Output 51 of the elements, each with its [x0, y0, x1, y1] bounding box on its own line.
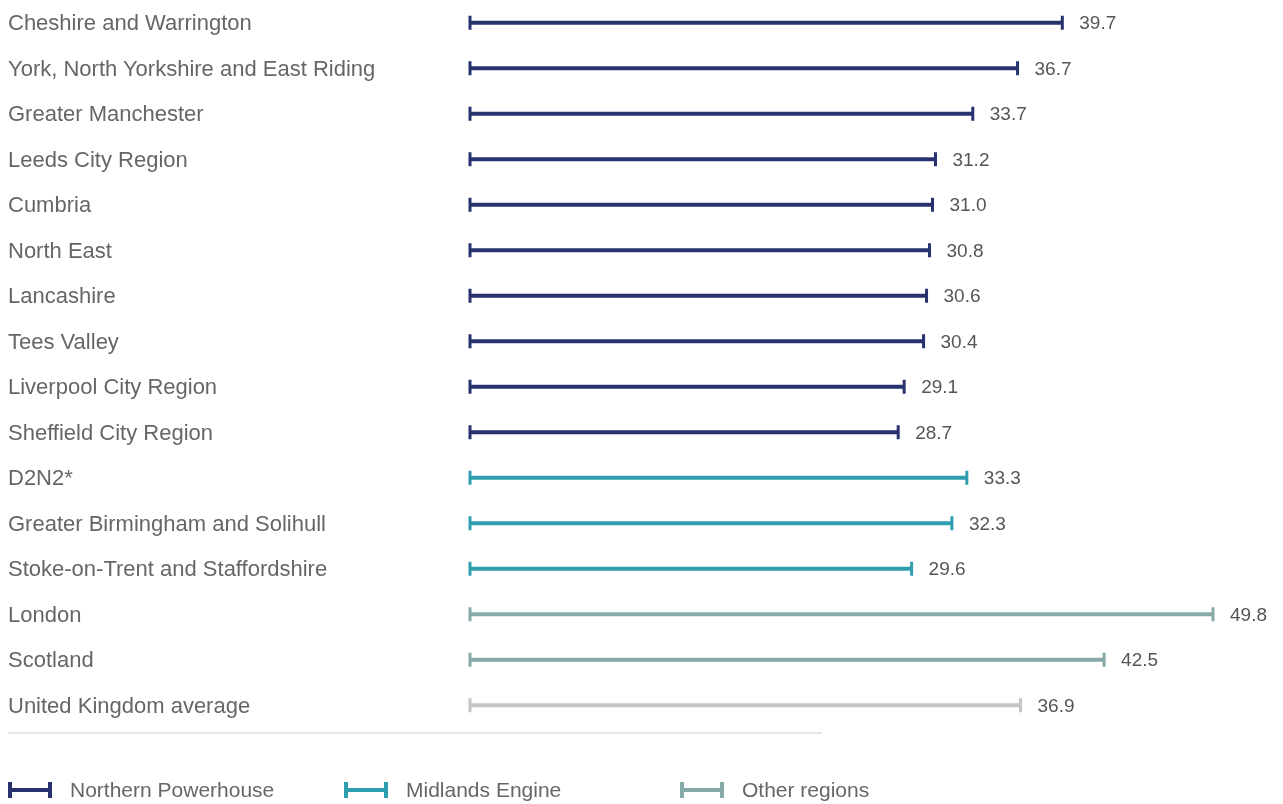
data-label: 28.7: [915, 421, 953, 443]
y-tick-label: York, North Yorkshire and East Riding: [8, 55, 376, 81]
y-tick-label: Stoke-on-Trent and Staffordshire: [8, 556, 328, 582]
y-tick-label: D2N2*: [8, 465, 74, 491]
bar: [470, 703, 1021, 708]
y-tick-label: London: [8, 601, 82, 627]
bar: [470, 521, 952, 526]
legend-label: Other regions: [742, 778, 870, 802]
data-label: 39.7: [1079, 12, 1117, 34]
bar: [470, 566, 912, 571]
y-tick-label: Leeds City Region: [8, 146, 188, 172]
y-tick-label: Cheshire and Warrington: [8, 10, 252, 36]
bar: [470, 248, 930, 253]
y-tick-label: Sheffield City Region: [8, 419, 214, 445]
data-label: 36.7: [1034, 57, 1072, 79]
y-tick-label: Lancashire: [8, 283, 116, 309]
data-label: 36.9: [1037, 694, 1075, 716]
data-label: 33.7: [989, 103, 1027, 125]
data-label: 29.1: [921, 376, 959, 398]
data-label: 42.5: [1121, 649, 1159, 671]
bar: [470, 384, 905, 389]
data-label: 31.0: [949, 194, 987, 216]
bar: [470, 475, 967, 480]
bar: [470, 20, 1063, 25]
data-label: 32.3: [968, 512, 1006, 534]
bar: [470, 157, 936, 162]
bar: [470, 339, 924, 344]
data-label: 31.2: [952, 148, 990, 170]
bar: [470, 612, 1213, 617]
y-tick-label: Greater Birmingham and Solihull: [8, 510, 326, 536]
y-tick-label: Liverpool City Region: [8, 374, 218, 400]
y-tick-label: Tees Valley: [8, 328, 119, 354]
data-label: 30.4: [940, 330, 978, 352]
data-label: 30.8: [946, 239, 984, 261]
data-label: 30.6: [943, 285, 981, 307]
data-label: 33.3: [983, 467, 1021, 489]
bar: [470, 111, 973, 116]
bar: [470, 202, 933, 207]
bar: [470, 66, 1018, 71]
data-label: 49.8: [1230, 603, 1267, 625]
bar: [470, 430, 899, 435]
bar: [470, 293, 927, 298]
y-tick-label: Scotland: [8, 647, 94, 673]
y-tick-label: North East: [8, 237, 112, 263]
y-tick-label: United Kingdom average: [8, 692, 251, 718]
y-tick-label: Cumbria: [8, 192, 92, 218]
bar: [470, 657, 1105, 662]
data-label: 29.6: [928, 558, 966, 580]
legend-label: Midlands Engine: [406, 778, 562, 802]
y-tick-label: Greater Manchester: [8, 101, 204, 127]
legend-label: Northern Powerhouse: [70, 778, 275, 802]
